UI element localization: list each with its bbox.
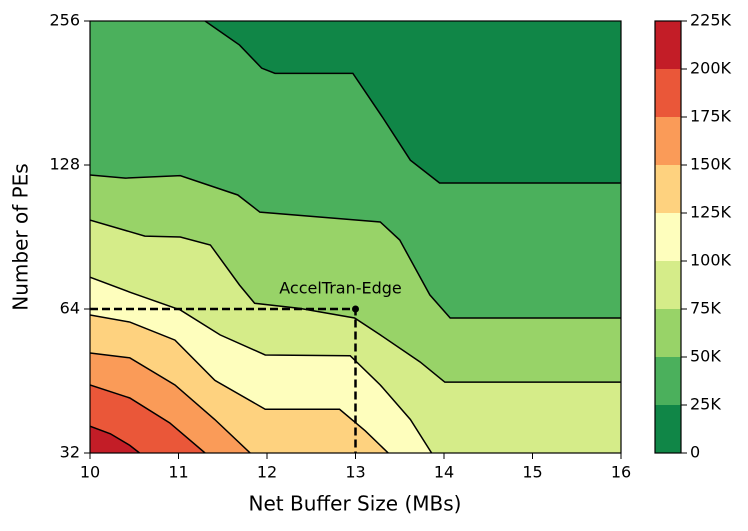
colorbar-tick-label: 150K <box>690 155 732 174</box>
contour-line <box>90 314 389 453</box>
colorbar-tick-label: 225K <box>690 11 732 30</box>
y-tick-label: 32 <box>60 443 80 462</box>
colorbar-band <box>655 261 681 309</box>
colorbar-band <box>655 309 681 357</box>
colorbar-tick-label: 0 <box>690 443 700 462</box>
colorbar-band <box>655 405 681 453</box>
contour-region <box>90 384 206 453</box>
annotation-point <box>352 305 359 313</box>
contour-line <box>90 425 141 453</box>
x-tick-label: 11 <box>168 463 188 482</box>
colorbar-band <box>655 357 681 405</box>
colorbar-band <box>655 21 681 69</box>
x-axis-label: Net Buffer Size (MBs) <box>249 492 462 516</box>
colorbar-tick-label: 100K <box>690 251 732 270</box>
colorbar-tick-label: 200K <box>690 59 732 78</box>
x-tick-label: 16 <box>611 463 631 482</box>
annotation-label: AccelTran-Edge <box>279 279 402 298</box>
x-tick-label: 15 <box>522 463 542 482</box>
x-tick-label: 14 <box>434 463 454 482</box>
colorbar-band <box>655 69 681 117</box>
colorbar-tick-label: 125K <box>690 203 732 222</box>
x-tick-label: 12 <box>257 463 277 482</box>
y-tick-label: 256 <box>49 11 80 30</box>
x-tick-label: 10 <box>80 463 100 482</box>
contour-region <box>90 426 140 453</box>
colorbar-tick-label: 25K <box>690 395 721 414</box>
contour-line <box>90 219 621 383</box>
y-tick-label: 128 <box>49 155 80 174</box>
colorbar-frame <box>654 20 682 454</box>
contour-line <box>90 276 433 453</box>
colorbar-band <box>655 165 681 213</box>
contour-line <box>204 21 621 184</box>
contour-line <box>90 174 621 319</box>
y-tick-label: 64 <box>60 299 80 318</box>
colorbar-tick-label: 50K <box>690 347 721 366</box>
plot-area <box>90 21 621 453</box>
colorbar-band <box>655 213 681 261</box>
y-axis-label: Number of PEs <box>9 163 33 310</box>
colorbar-tick-label: 75K <box>690 299 721 318</box>
contour-line <box>90 352 251 453</box>
colorbar-tick-label: 175K <box>690 107 732 126</box>
colorbar-band <box>655 117 681 165</box>
contour-line <box>90 384 206 453</box>
x-tick-label: 13 <box>345 463 365 482</box>
